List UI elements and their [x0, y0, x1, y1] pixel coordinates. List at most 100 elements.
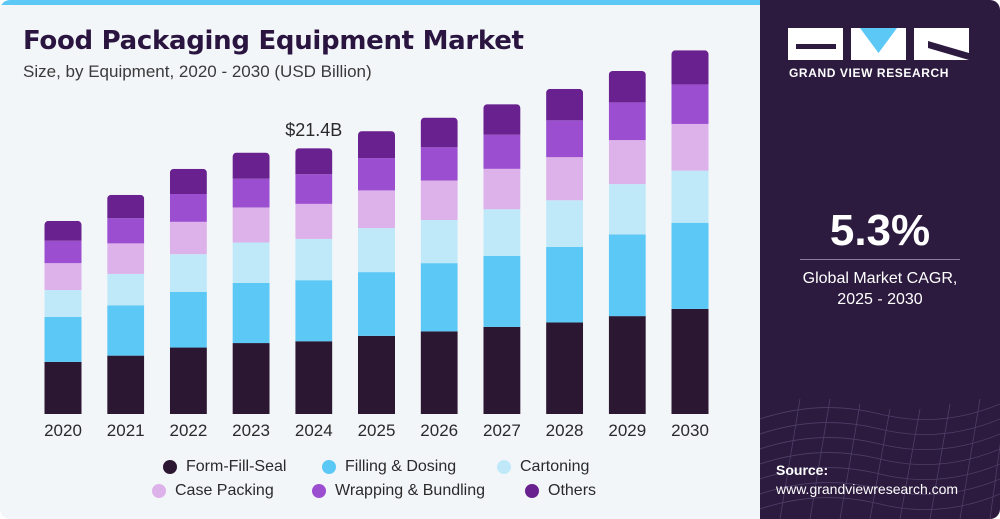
top-accent-line — [0, 0, 760, 5]
bar-segment — [107, 194, 145, 219]
legend-label: Cartoning — [520, 458, 590, 475]
bar-segment — [420, 147, 458, 181]
legend-label: Others — [548, 482, 597, 499]
bar-segment — [107, 243, 145, 274]
bar-segment — [107, 355, 145, 414]
bar-stack — [44, 220, 82, 414]
bar-stack — [358, 131, 395, 414]
data-label: $21.4B — [285, 120, 342, 140]
legend-swatch — [497, 460, 511, 474]
bar-segment — [608, 184, 646, 235]
bar-segment — [358, 272, 395, 336]
stacked-bar-chart: 2020 2021 2022 2023 2024 $21.4B 2025 2026 2027 20… — [44, 50, 709, 440]
legend-item: Others — [525, 482, 596, 500]
bar-segment — [295, 174, 333, 204]
source-label: Source: — [776, 462, 829, 478]
bar-stack — [420, 117, 458, 414]
bar-segment — [420, 117, 458, 148]
bar-segment — [608, 234, 646, 317]
bar-segment — [232, 207, 270, 243]
bar-segment — [608, 140, 646, 185]
bar-segment — [671, 50, 709, 85]
chart-title: Food Packaging Equipment Market — [23, 26, 524, 56]
x-tick-label: 2024 — [295, 421, 333, 440]
bar-segment — [671, 222, 709, 309]
bar-segment — [107, 305, 145, 356]
bar-segment — [608, 316, 646, 414]
bar-segment — [44, 240, 82, 264]
source-url[interactable]: www.grandviewresearch.com — [776, 481, 959, 497]
x-tick-label: 2027 — [483, 421, 521, 440]
bar-segment — [483, 134, 521, 169]
cagr-divider — [800, 259, 960, 260]
bar-segment — [107, 273, 145, 306]
bar-stack — [546, 88, 584, 414]
wireframe-decoration — [760, 398, 1000, 519]
bar-segment — [295, 203, 333, 239]
bar-segment — [671, 84, 709, 124]
bar-segment — [44, 220, 82, 241]
legend-swatch — [322, 460, 336, 474]
bar-segment — [671, 123, 709, 171]
chart-subtitle: Size, by Equipment, 2020 - 2030 (USD Bil… — [23, 62, 372, 81]
x-tick-label: 2026 — [420, 421, 458, 440]
x-tick-label: 2030 — [671, 421, 709, 440]
bar-segment — [169, 291, 207, 348]
x-tick-label: 2020 — [44, 421, 82, 440]
x-tick-label: 2028 — [546, 421, 584, 440]
bar-segment — [483, 255, 521, 327]
legend-label: Wrapping & Bundling — [335, 482, 486, 499]
bar-segment — [420, 220, 458, 264]
bar-segment — [169, 168, 207, 194]
cagr-label-line2: 2025 - 2030 — [837, 291, 923, 308]
brand-name: GRAND VIEW RESEARCH — [789, 66, 950, 80]
bar-segment — [546, 200, 584, 247]
legend-swatch — [152, 484, 166, 498]
bar-segment — [546, 157, 584, 201]
bar-segment — [483, 326, 521, 414]
bar-stack — [671, 50, 709, 414]
bar-segment — [44, 361, 82, 414]
bar-segment — [44, 290, 82, 318]
bar-stack — [295, 148, 333, 414]
bar-segment — [546, 322, 584, 414]
bar-segment — [671, 170, 709, 223]
bar-segment — [44, 263, 82, 291]
source-note: Source: www.grandviewresearch.com — [776, 461, 958, 499]
legend-item: Form-Fill-Seal — [163, 458, 286, 476]
bar-segment — [44, 317, 82, 362]
bar-segment — [107, 218, 145, 244]
bar-segment — [358, 131, 395, 159]
x-tick-label: 2023 — [232, 421, 270, 440]
bar-segment — [295, 341, 333, 414]
legend-item: Case Packing — [152, 482, 274, 500]
bar-stack — [169, 168, 207, 414]
bar-segment — [295, 280, 333, 342]
bar-segment — [232, 178, 270, 208]
bar-segment — [232, 343, 270, 414]
bar-segment — [232, 282, 270, 344]
legend-item: Wrapping & Bundling — [312, 482, 485, 500]
brand-logo-icon — [788, 28, 969, 60]
bar-stack — [483, 104, 521, 414]
bar-stack — [232, 152, 270, 414]
legend-item: Cartoning — [497, 458, 589, 476]
bar-segment — [358, 158, 395, 191]
bar-segment — [358, 190, 395, 229]
bar-segment — [546, 120, 584, 158]
bar-stack — [107, 194, 145, 414]
cagr-label-line1: Global Market CAGR, — [802, 270, 958, 287]
bar-segment — [358, 228, 395, 273]
cagr-label: Global Market CAGR, 2025 - 2030 — [760, 268, 1000, 310]
bar-segment — [420, 263, 458, 332]
x-tick-label: 2029 — [608, 421, 646, 440]
bar-segment — [608, 70, 646, 103]
legend-item: Filling & Dosing — [322, 458, 456, 476]
bar-segment — [483, 104, 521, 135]
bar-segment — [546, 88, 584, 121]
cagr-value: 5.3% — [829, 206, 931, 255]
bar-segment — [232, 242, 270, 283]
bar-segment — [420, 331, 458, 414]
bar-segment — [169, 221, 207, 255]
